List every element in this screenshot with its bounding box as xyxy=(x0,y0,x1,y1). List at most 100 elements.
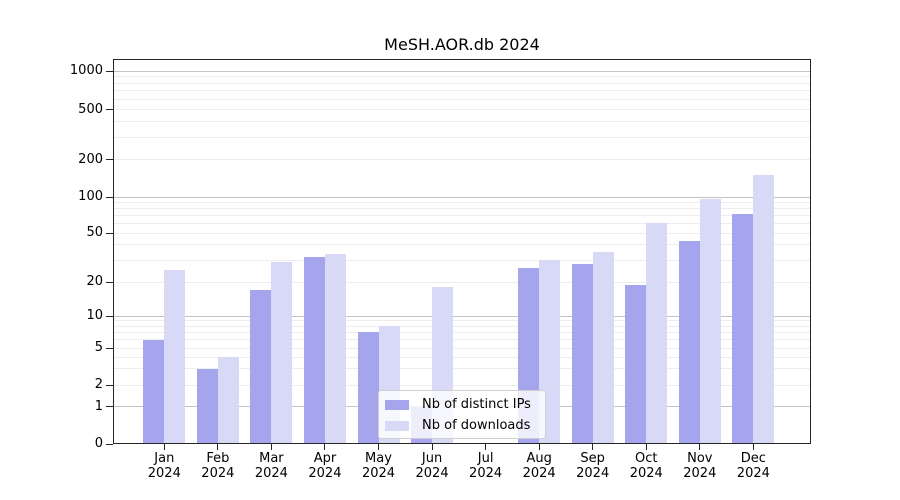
x-tick-year: 2024 xyxy=(736,466,770,481)
minor-gridline xyxy=(113,368,811,370)
minor-gridline xyxy=(113,223,811,225)
x-tick-month: Feb xyxy=(206,451,230,466)
bar-downloads xyxy=(699,199,721,444)
y-tick-mark xyxy=(106,159,113,160)
minor-gridline xyxy=(113,82,811,84)
major-gridline xyxy=(113,196,811,198)
minor-gridline xyxy=(113,208,811,210)
minor-gridline xyxy=(113,325,811,327)
y-tick-label: 1 xyxy=(94,398,103,414)
minor-gridline xyxy=(113,259,811,261)
minor-gridline xyxy=(113,331,811,333)
minor-gridline xyxy=(113,320,811,322)
major-gridline xyxy=(113,315,811,317)
x-tick-year: 2024 xyxy=(469,466,503,481)
x-tick-label: Nov 2024 xyxy=(668,451,732,481)
x-tick-mark xyxy=(378,444,379,450)
x-tick-month: Oct xyxy=(635,451,658,466)
x-tick-month: Mar xyxy=(259,451,284,466)
chart-title: MeSH.AOR.db 2024 xyxy=(384,35,540,54)
bar-downloads xyxy=(753,175,775,444)
x-tick-year: 2024 xyxy=(522,466,556,481)
x-tick-year: 2024 xyxy=(201,466,235,481)
x-tick-mark xyxy=(270,444,272,450)
y-tick-mark xyxy=(106,232,113,234)
y-tick-mark xyxy=(106,384,113,386)
minor-gridline xyxy=(113,356,811,358)
x-tick-mark xyxy=(538,444,540,450)
y-tick-label: 10 xyxy=(86,308,103,323)
x-tick-month: Dec xyxy=(740,451,766,466)
x-tick-mark xyxy=(485,444,487,450)
bar-distinct-ips xyxy=(250,289,272,444)
x-tick-month: Sep xyxy=(580,451,605,466)
legend-item-downloads: Nb of downloads xyxy=(385,415,545,436)
x-tick-label: Aug 2024 xyxy=(507,451,571,481)
minor-gridline xyxy=(113,109,811,110)
y-tick-mark xyxy=(106,109,113,110)
y-tick-mark xyxy=(106,347,113,349)
minor-gridline xyxy=(113,76,811,78)
x-tick-label: Oct 2024 xyxy=(614,451,678,481)
x-tick-month: Apr xyxy=(313,451,337,466)
x-tick-month: Nov xyxy=(687,451,713,466)
bar-distinct-ips xyxy=(303,256,325,444)
x-tick-year: 2024 xyxy=(254,466,288,481)
x-tick-label: Jul 2024 xyxy=(454,451,518,481)
bar-distinct-ips xyxy=(732,214,754,444)
bar-downloads xyxy=(217,357,239,444)
y-tick-mark xyxy=(106,196,113,198)
y-tick-mark xyxy=(106,70,113,72)
y-tick-label: 20 xyxy=(86,274,103,289)
legend: Nb of distinct IPs Nb of downloads xyxy=(378,390,546,439)
x-tick-month: Jul xyxy=(477,451,494,466)
minor-gridline xyxy=(113,159,811,160)
x-tick-year: 2024 xyxy=(576,466,610,481)
minor-gridline xyxy=(113,347,811,349)
x-tick-mark xyxy=(592,444,594,450)
y-tick-label: 500 xyxy=(78,101,103,117)
x-tick-month: Jan xyxy=(154,451,175,466)
y-tick-label: 2 xyxy=(94,377,103,392)
minor-gridline xyxy=(113,136,811,138)
minor-gridline xyxy=(113,339,811,341)
bar-distinct-ips xyxy=(196,368,218,444)
bar-distinct-ips xyxy=(571,264,593,444)
bar-downloads xyxy=(646,222,668,444)
bar-distinct-ips xyxy=(625,284,647,444)
legend-swatch-distinct-ips xyxy=(385,399,409,410)
x-tick-year: 2024 xyxy=(415,466,449,481)
x-tick-mark xyxy=(645,444,647,450)
minor-gridline xyxy=(113,244,811,246)
y-tick-mark xyxy=(106,315,113,317)
x-tick-year: 2024 xyxy=(683,466,717,481)
y-tick-mark xyxy=(106,443,113,445)
y-tick-label: 200 xyxy=(78,151,103,167)
x-tick-label: Sep 2024 xyxy=(561,451,625,481)
minor-gridline xyxy=(113,90,811,92)
x-tick-label: Jan 2024 xyxy=(132,451,196,481)
x-tick-mark xyxy=(752,444,754,450)
x-tick-year: 2024 xyxy=(629,466,663,481)
x-tick-label: Feb 2024 xyxy=(186,451,250,481)
x-tick-label: Dec 2024 xyxy=(721,451,785,481)
bar-distinct-ips xyxy=(143,339,165,444)
major-gridline xyxy=(113,70,811,72)
x-tick-month: Jun xyxy=(421,451,443,466)
minor-gridline xyxy=(113,201,811,203)
minor-gridline xyxy=(113,98,811,100)
minor-gridline xyxy=(113,121,811,123)
x-tick-label: Jun 2024 xyxy=(400,451,464,481)
bar-downloads xyxy=(271,262,293,444)
legend-item-distinct-ips: Nb of distinct IPs xyxy=(385,394,545,415)
x-tick-label: May 2024 xyxy=(347,451,411,481)
x-tick-year: 2024 xyxy=(147,466,181,481)
bar-downloads xyxy=(164,270,186,444)
x-tick-mark xyxy=(163,444,165,450)
bar-distinct-ips xyxy=(357,332,379,444)
legend-label-downloads: Nb of downloads xyxy=(422,418,531,433)
legend-swatch-downloads xyxy=(385,420,409,431)
x-tick-mark xyxy=(217,444,219,450)
y-tick-label: 50 xyxy=(86,225,103,240)
